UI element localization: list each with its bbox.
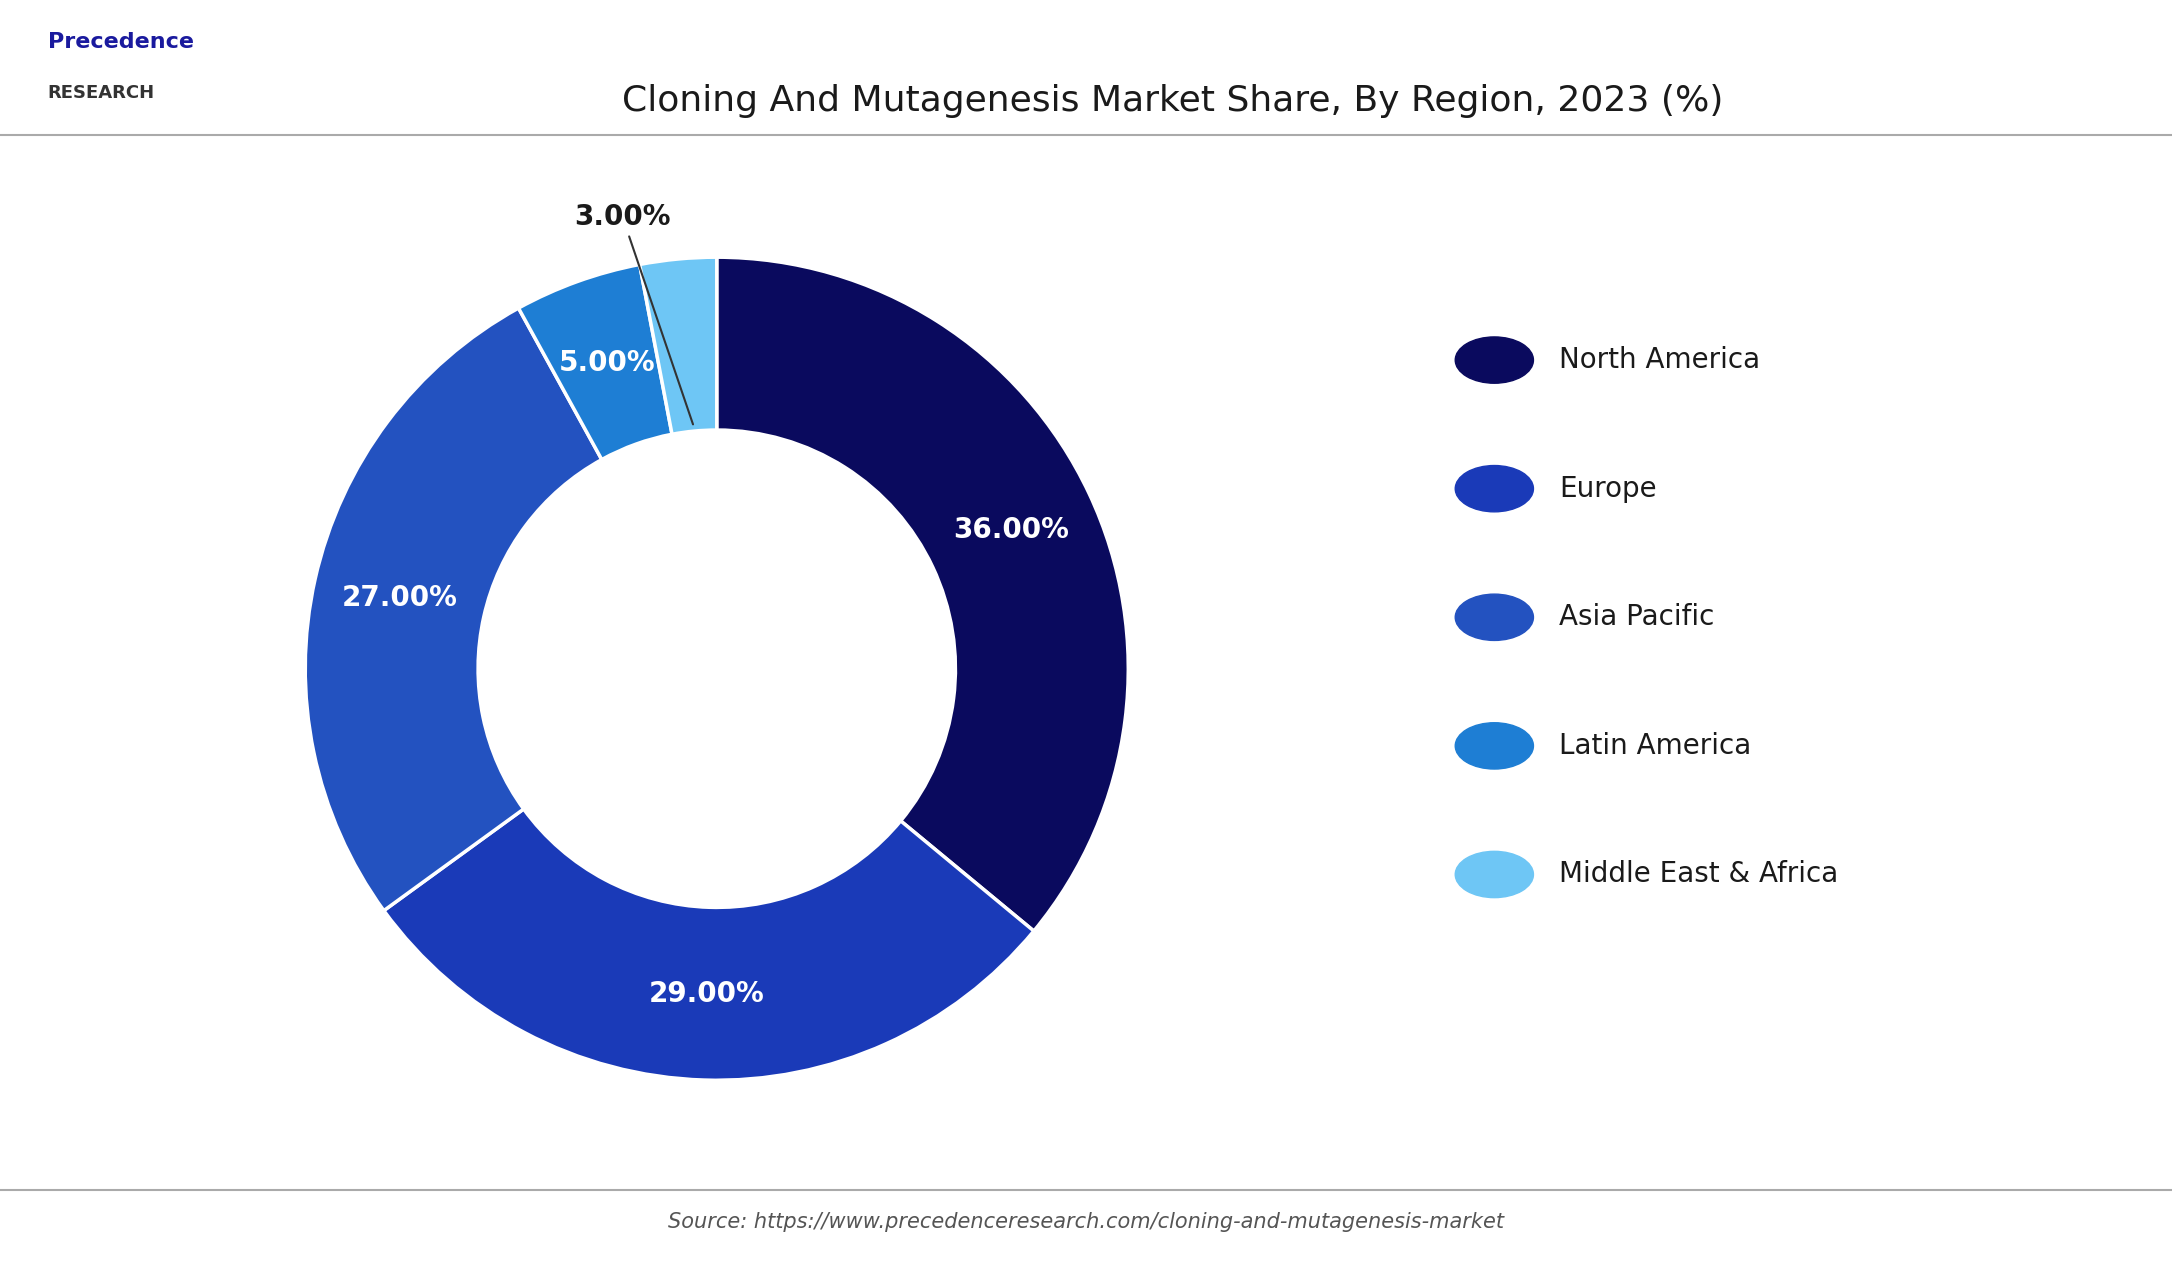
Text: RESEARCH: RESEARCH bbox=[48, 84, 154, 102]
Text: Cloning And Mutagenesis Market Share, By Region, 2023 (%): Cloning And Mutagenesis Market Share, By… bbox=[621, 84, 1725, 117]
Text: Middle East & Africa: Middle East & Africa bbox=[1559, 860, 1840, 889]
Wedge shape bbox=[519, 265, 671, 459]
Text: Asia Pacific: Asia Pacific bbox=[1559, 603, 1716, 631]
Text: 29.00%: 29.00% bbox=[649, 980, 765, 1008]
Wedge shape bbox=[717, 257, 1127, 931]
Text: Source: https://www.precedenceresearch.com/cloning-and-mutagenesis-market: Source: https://www.precedenceresearch.c… bbox=[669, 1211, 1503, 1232]
Text: 3.00%: 3.00% bbox=[573, 203, 693, 424]
Wedge shape bbox=[306, 309, 602, 910]
Text: 5.00%: 5.00% bbox=[558, 349, 656, 377]
Text: North America: North America bbox=[1559, 346, 1761, 374]
Text: Latin America: Latin America bbox=[1559, 732, 1753, 760]
Wedge shape bbox=[384, 809, 1034, 1080]
Text: 36.00%: 36.00% bbox=[954, 516, 1069, 544]
Text: 27.00%: 27.00% bbox=[341, 584, 458, 612]
Wedge shape bbox=[639, 257, 717, 435]
Text: Precedence: Precedence bbox=[48, 32, 193, 53]
Text: Europe: Europe bbox=[1559, 475, 1657, 503]
